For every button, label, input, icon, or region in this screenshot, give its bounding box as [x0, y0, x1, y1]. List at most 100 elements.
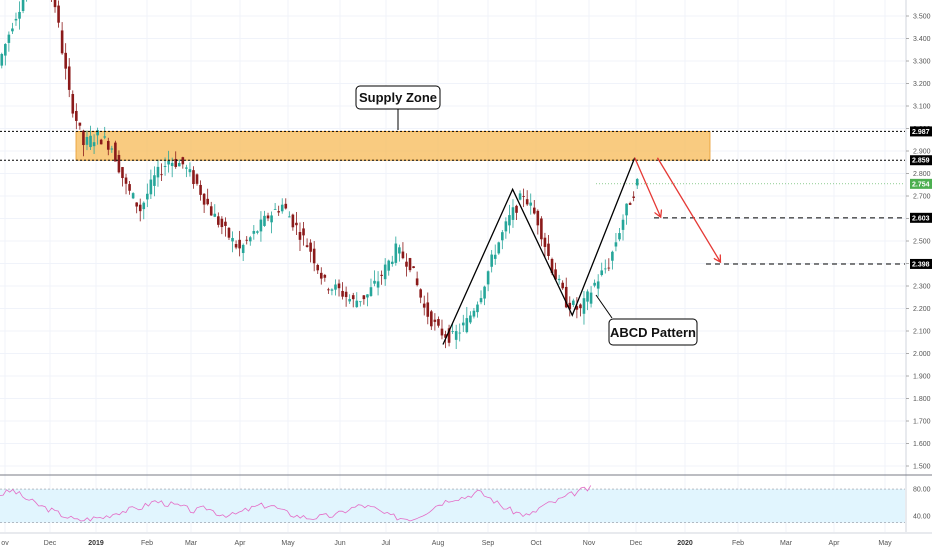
candle-body: [99, 139, 103, 145]
level-badge: 2.859: [910, 155, 932, 166]
candle-body: [465, 318, 469, 333]
level-badge-label: 2.603: [912, 215, 930, 222]
candle-body: [508, 215, 511, 226]
candle-body: [11, 28, 14, 32]
candle-body: [518, 193, 522, 200]
candle-body: [461, 322, 465, 326]
candle-body: [543, 237, 547, 247]
candle-body: [469, 315, 472, 323]
candle-body: [486, 271, 490, 285]
price-tick-label: 1.700: [913, 419, 931, 426]
time-tick-label: Mar: [185, 540, 198, 547]
price-tick-label: 2.900: [913, 149, 931, 156]
candle-body: [412, 266, 415, 269]
candle-body: [362, 295, 366, 300]
candle-body: [277, 211, 280, 213]
price-tick-label: 3.300: [913, 59, 931, 66]
candle-body: [600, 270, 604, 276]
candle-body: [71, 94, 75, 114]
candle-body: [572, 300, 575, 305]
candle-body: [82, 130, 85, 146]
candle-body: [561, 282, 564, 289]
time-tick-label: Apr: [235, 540, 247, 547]
candle-body: [96, 130, 99, 136]
supply-zone-callout: Supply Zone: [355, 85, 441, 130]
supply-zone-layer: [75, 131, 711, 161]
candle-body: [525, 199, 529, 205]
candle-body: [511, 207, 515, 220]
price-tick-label: 1.600: [913, 441, 931, 448]
time-tick-label: May: [281, 540, 295, 547]
abcd-label-box: [608, 318, 698, 346]
candle-body: [14, 18, 18, 21]
rsi-pane: 80.00 40.00: [0, 474, 932, 523]
time-tick-label: Jun: [334, 540, 345, 547]
candle-body: [7, 34, 11, 43]
candle-body: [554, 269, 557, 280]
candle-body: [21, 0, 25, 11]
candle-body: [504, 221, 508, 232]
price-tick-label: 3.400: [913, 36, 931, 43]
candle-body: [149, 179, 153, 195]
candle-body: [224, 221, 227, 226]
candle-body: [284, 203, 288, 209]
candle-body: [536, 210, 540, 226]
candle-body: [447, 328, 451, 343]
candle-body: [430, 311, 433, 327]
candle-body: [252, 230, 256, 234]
time-axis: ov Dec 2019 Feb Mar Apr May Jun Jul Aug Sep Oct Nov D…: [0, 532, 932, 547]
drawings: Supply Zone ABCD Pattern: [0, 85, 905, 346]
candle-body: [167, 160, 170, 165]
candle-body: [199, 184, 202, 195]
candle-body: [256, 231, 259, 233]
candle-body: [444, 334, 447, 338]
candle-body: [85, 136, 89, 145]
candle-body: [593, 282, 596, 286]
candle-body: [217, 216, 220, 225]
candle-body: [344, 291, 348, 298]
candle-body: [309, 242, 312, 252]
candle-body: [568, 302, 572, 310]
candle-body: [383, 264, 387, 280]
candle-body: [312, 248, 316, 264]
candle-body: [142, 202, 146, 210]
candle-body: [586, 291, 589, 302]
price-tick-label: 3.100: [913, 104, 931, 111]
candle-body: [316, 265, 320, 271]
candle-body: [632, 196, 635, 198]
candle-body: [259, 219, 263, 232]
price-tick-label: 3.200: [913, 81, 931, 88]
candles: [0, 0, 639, 350]
candle-body: [323, 274, 327, 278]
level-badge-label: 2.398: [912, 261, 930, 268]
candle-body: [532, 207, 536, 214]
rsi-tick-label: 80.00: [913, 487, 931, 494]
candle-body: [163, 165, 167, 167]
time-tick-label: 2020: [677, 540, 693, 547]
candle-body: [476, 304, 479, 313]
candle-body: [327, 289, 330, 291]
level-badge-label: 2.987: [912, 129, 930, 136]
candle-body: [302, 228, 305, 236]
price-tick-label: 2.300: [913, 284, 931, 291]
candle-body: [348, 298, 351, 302]
level-badge-bg: [910, 258, 932, 269]
candle-body: [394, 243, 398, 263]
candle-body: [440, 328, 444, 336]
grid: [0, 0, 905, 532]
candle-body: [493, 254, 497, 259]
candle-body: [611, 251, 614, 261]
candle-body: [621, 219, 625, 230]
candle-body: [380, 274, 383, 276]
candle-body: [220, 218, 224, 228]
candle-body: [60, 30, 64, 54]
candle-body: [330, 289, 334, 291]
candle-body: [589, 292, 593, 304]
candle-body: [53, 0, 57, 8]
time-tick-label: Dec: [44, 540, 57, 547]
candle-body: [103, 136, 107, 138]
price-axis: 3.5003.4003.3003.2003.1003.0002.9002.800…: [905, 0, 932, 532]
level-badge: 2.398: [910, 258, 932, 269]
